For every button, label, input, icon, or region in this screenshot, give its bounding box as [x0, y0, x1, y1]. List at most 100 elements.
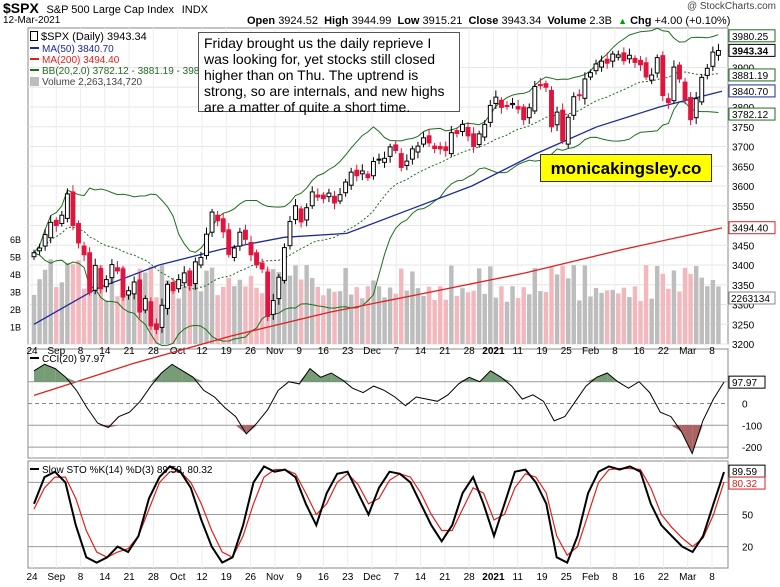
- candle-body: [638, 59, 643, 66]
- legend-price-label: $SPX (Daily) 3943.34: [41, 31, 147, 43]
- candle-body: [109, 264, 115, 279]
- candle-body: [53, 219, 59, 227]
- date-tick-label: Dec: [363, 572, 381, 583]
- cci-overbought-fill: [596, 372, 608, 382]
- legend-cci-label: CCI(20) 97.97: [42, 354, 105, 365]
- candle-body: [42, 234, 48, 247]
- cci-tag: [728, 375, 766, 389]
- volume-bar: [410, 271, 415, 344]
- candle-body: [626, 54, 632, 60]
- date-tick-label: Sep: [47, 346, 65, 357]
- candle-body: [103, 279, 109, 288]
- candle-body: [81, 245, 87, 256]
- volume-bar: [627, 297, 632, 344]
- cci-overbought-fill: [55, 368, 66, 382]
- candle-body: [448, 132, 454, 155]
- bb-swatch-icon: [30, 69, 39, 71]
- date-tick-label: 11: [513, 572, 524, 583]
- legend-ma50: MA(50) 3840.70: [30, 44, 114, 55]
- volume-bar: [699, 277, 704, 344]
- legend-ma50-label: MA(50) 3840.70: [42, 44, 114, 55]
- date-tick-label: Dec: [363, 346, 381, 357]
- volume-bar: [65, 262, 70, 344]
- volume-bar: [693, 265, 699, 344]
- candle-body: [604, 58, 610, 64]
- ohlc-readout: Open 3924.52 High 3944.99 Low 3915.21 Cl…: [247, 15, 730, 27]
- date-tick-label: 28: [464, 346, 476, 357]
- candle-body: [159, 304, 165, 328]
- volume-bar: [354, 287, 359, 344]
- volume-bar: [682, 267, 688, 344]
- candle-body: [510, 102, 515, 106]
- date-tick-label: 2021: [482, 572, 505, 583]
- date-tick-label: 25: [561, 346, 573, 357]
- volume-bar: [371, 280, 376, 344]
- cci-tag-label: 97.97: [732, 378, 757, 389]
- legend-volume-label: Volume 2,263,134,720: [42, 77, 143, 88]
- date-tick-label: 8: [78, 346, 84, 357]
- volume-bar: [482, 293, 487, 344]
- legend-cci: CCI(20) 97.97: [30, 354, 105, 365]
- volume-bar: [471, 290, 476, 344]
- volume-bar: [276, 271, 282, 344]
- volume-bar: [360, 298, 365, 344]
- legend-bb: BB(20,2.0) 3782.12 - 3881.19 - 3980.25: [30, 66, 219, 77]
- candle-body: [326, 192, 332, 198]
- legend-sto-label: Slow STO %K(14) %D(3) 89.59, 80.32: [42, 465, 213, 476]
- candle-body: [165, 283, 170, 309]
- volume-tick-label: 5B: [10, 252, 21, 262]
- volume-bar: [710, 279, 716, 344]
- volume-bar: [666, 288, 671, 344]
- volume-bar: [59, 282, 65, 344]
- price-tick-label: 3450: [732, 241, 755, 252]
- cci-oversold-fill: [681, 425, 693, 454]
- date-tick-label: Mar: [679, 346, 697, 357]
- volume-bar: [454, 295, 460, 344]
- date-tick-label: 23: [342, 346, 354, 357]
- date-tick-label: 7: [394, 346, 400, 357]
- date-tick-label: 19: [536, 346, 548, 357]
- cci-tick-label: -200: [742, 443, 762, 454]
- date-tick-label: 28: [148, 572, 160, 583]
- candle-body: [704, 67, 710, 76]
- price-tick-label: 3700: [732, 143, 755, 154]
- price-tag-label: 3881.19: [732, 71, 769, 82]
- candle-body: [198, 256, 204, 266]
- date-tick-label: 8: [709, 572, 715, 583]
- volume-bar: [343, 268, 348, 344]
- volume-bar: [104, 300, 109, 344]
- candle-body: [376, 158, 382, 161]
- volume-bar: [538, 291, 543, 344]
- volume-value: 2.3B: [589, 15, 612, 27]
- candle-body: [370, 161, 376, 177]
- candle-body: [526, 107, 532, 119]
- price-tick-label: 3350: [732, 281, 755, 292]
- candle-body: [382, 157, 388, 163]
- candle-body: [554, 111, 560, 126]
- volume-bar: [582, 265, 588, 344]
- candle-body: [276, 276, 282, 300]
- cci-oversold-fill: [246, 425, 257, 435]
- cci-overbought-fill: [150, 372, 162, 382]
- candle-body: [365, 173, 371, 179]
- volume-bar: [204, 270, 209, 344]
- date-tick-label: Oct: [170, 572, 186, 583]
- date-tick-label: 2021: [482, 346, 505, 357]
- volume-bar: [437, 286, 443, 344]
- volume-bar: [660, 273, 666, 344]
- bb-middle-line: [33, 71, 719, 290]
- volume-bar: [588, 296, 593, 344]
- cci-overbought-fill: [44, 364, 56, 382]
- date-tick-label: Mar: [679, 572, 697, 583]
- volume-bar: [549, 267, 554, 344]
- candle-body: [699, 76, 705, 103]
- up-triangle-icon: ▲: [618, 16, 628, 26]
- candle-body: [398, 153, 404, 168]
- candle-body: [476, 133, 482, 146]
- volume-bar: [193, 267, 198, 344]
- volume-bar: [215, 295, 220, 344]
- date-tick-label: 8: [612, 572, 618, 583]
- date-tick-label: 14: [99, 572, 111, 583]
- volume-bar: [554, 274, 560, 344]
- date-tick-label: 8: [612, 346, 618, 357]
